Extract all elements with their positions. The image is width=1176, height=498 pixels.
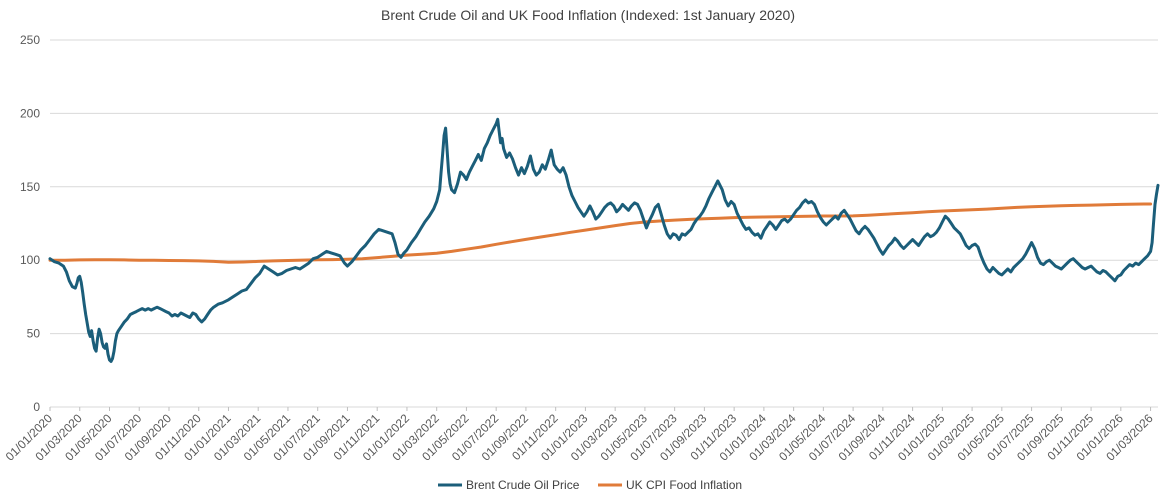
y-tick-label: 50 — [27, 327, 41, 341]
y-tick-label: 150 — [20, 180, 40, 194]
series-line-brent-crude-oil — [48, 117, 1160, 363]
x-axis: 01/01/202001/03/202001/05/202001/07/2020… — [3, 407, 1156, 464]
series-layer — [48, 117, 1160, 363]
y-tick-label: 250 — [20, 33, 40, 47]
gridlines — [50, 39, 1158, 408]
legend: Brent Crude Oil Price UK CPI Food Inflati… — [438, 478, 742, 492]
y-tick-label: 0 — [33, 400, 40, 414]
chart-title: Brent Crude Oil and UK Food Inflation (I… — [381, 7, 795, 23]
series-line-uk-cpi-food — [48, 202, 1153, 264]
legend-label: UK CPI Food Inflation — [626, 478, 742, 492]
y-tick-label: 100 — [20, 253, 40, 267]
y-tick-label: 200 — [20, 106, 40, 120]
y-axis: 0 50 100 150 200 250 — [20, 33, 40, 414]
legend-label: Brent Crude Oil Price — [466, 478, 580, 492]
